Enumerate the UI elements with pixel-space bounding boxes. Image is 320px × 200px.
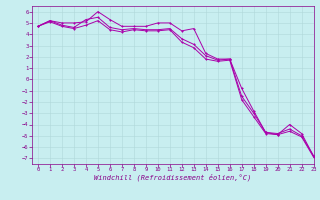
X-axis label: Windchill (Refroidissement éolien,°C): Windchill (Refroidissement éolien,°C) [94,174,252,181]
